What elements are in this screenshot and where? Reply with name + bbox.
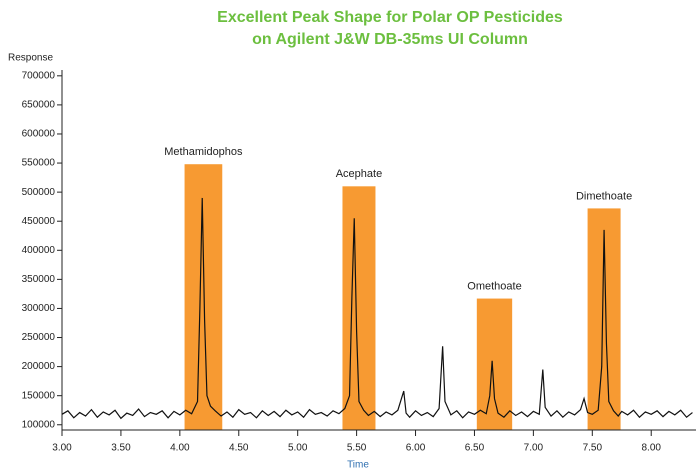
x-tick-label: 4.00	[170, 443, 190, 454]
x-tick-label: 6.00	[406, 443, 426, 454]
x-tick-label: 3.00	[52, 443, 72, 454]
chart-subtitle: on Agilent J&W DB-35ms UI Column	[252, 31, 528, 48]
peak-label: Acephate	[336, 168, 382, 180]
peak-label: Methamidophos	[164, 146, 243, 158]
peak-highlight	[476, 298, 513, 430]
x-tick-label: 7.50	[583, 443, 603, 454]
y-tick-label: 400000	[22, 245, 56, 256]
x-tick-label: 4.50	[229, 443, 249, 454]
x-tick-label: 5.50	[347, 443, 367, 454]
y-tick-label: 500000	[22, 187, 56, 198]
peak-label: Dimethoate	[576, 190, 632, 202]
chart-title: Excellent Peak Shape for Polar OP Pestic…	[217, 9, 563, 26]
y-tick-label: 250000	[22, 332, 56, 343]
peak-label: Omethoate	[467, 280, 521, 292]
x-tick-label: 7.00	[524, 443, 544, 454]
y-tick-label: 300000	[22, 303, 56, 314]
y-axis-label: Response	[8, 53, 53, 64]
y-tick-label: 650000	[22, 100, 56, 111]
y-tick-label: 550000	[22, 158, 56, 169]
x-tick-label: 6.50	[465, 443, 485, 454]
y-tick-label: 450000	[22, 216, 56, 227]
y-tick-label: 150000	[22, 390, 56, 401]
x-tick-label: 5.00	[288, 443, 308, 454]
x-tick-label: 3.50	[111, 443, 131, 454]
y-tick-label: 350000	[22, 274, 56, 285]
y-tick-label: 200000	[22, 361, 56, 372]
peak-highlight	[184, 164, 223, 430]
x-axis-label: Time	[347, 460, 369, 471]
y-tick-label: 100000	[22, 419, 56, 430]
x-tick-label: 8.00	[641, 443, 661, 454]
y-tick-label: 600000	[22, 129, 56, 140]
y-tick-label: 700000	[22, 70, 56, 81]
chromatogram-trace	[61, 197, 693, 420]
